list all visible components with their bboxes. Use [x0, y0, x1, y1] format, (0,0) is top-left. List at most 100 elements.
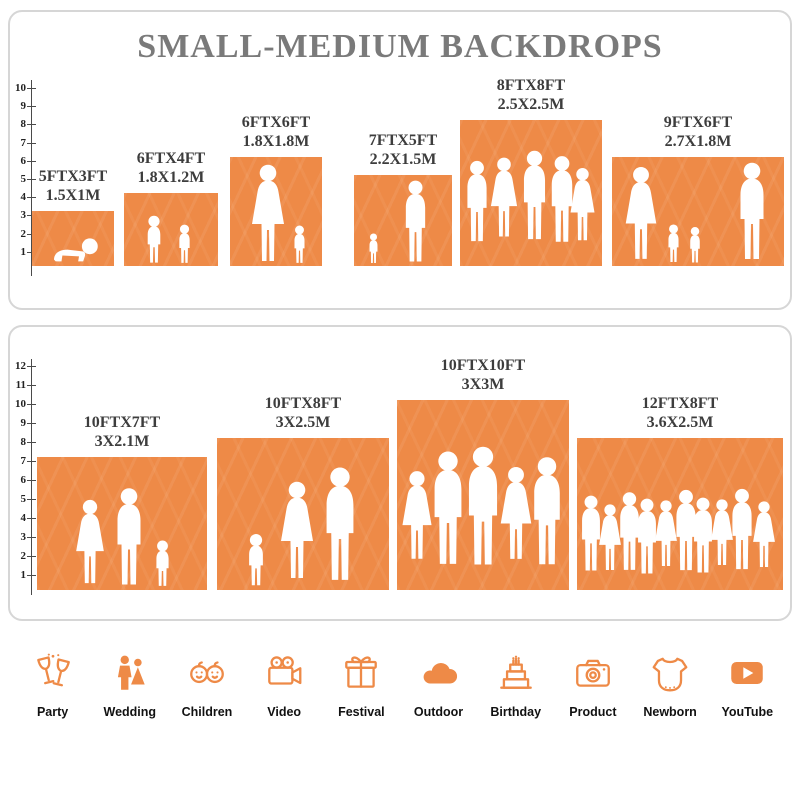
children-icon	[190, 661, 224, 684]
ruler-tick: 6	[11, 474, 36, 486]
tick-mark	[27, 160, 36, 162]
ruler-number: 6	[20, 474, 27, 486]
crawling-baby-silhouette	[54, 238, 98, 262]
backdrop-size-label: 5FTX3FT 1.5X1M	[39, 167, 107, 206]
backdrop-bar-12ftx8ft: 12FTX8FT 3.6X2.5M	[577, 395, 783, 590]
ruler-large-panel: 12 11 10 9 8 7 6 5 4 3 2 1	[10, 327, 40, 619]
ruler-tick: 7	[11, 455, 36, 467]
video-icon	[268, 656, 302, 685]
tick-mark	[27, 422, 36, 424]
outdoor-icon	[423, 663, 457, 684]
party-icon	[36, 653, 70, 687]
page-title: SMALL-MEDIUM BACKDROPS	[137, 28, 663, 65]
ruler-number: 2	[20, 228, 27, 240]
panel-large: 12 11 10 9 8 7 6 5 4 3 2 1 10FTX7FT 3X2.…	[8, 325, 792, 621]
tick-mark	[27, 105, 36, 107]
tick-mark	[27, 517, 36, 519]
tick-mark	[27, 479, 36, 481]
category-label: Festival	[338, 705, 385, 719]
backdrop-size-label: 6FTX4FT 1.8X1.2M	[137, 149, 205, 188]
category-label: Children	[181, 705, 233, 719]
size-meters: 3X2.5M	[275, 414, 331, 432]
ruler-tick: 12	[11, 360, 36, 372]
tick-mark	[27, 555, 36, 557]
size-feet: 9FTX6FT	[663, 113, 733, 131]
category-outdoor: Outdoor	[402, 652, 476, 719]
size-feet: 7FTX5FT	[368, 131, 438, 149]
backdrop-size-label: 10FTX8FT 3X2.5M	[265, 394, 341, 433]
size-feet: 12FTX8FT	[641, 394, 719, 412]
category-festival: Festival	[324, 652, 398, 719]
ruler-tick: 8	[11, 436, 36, 448]
ruler-tick: 10	[11, 398, 36, 410]
ruler-tick: 8	[11, 118, 36, 130]
tick-mark	[27, 574, 36, 576]
ruler-tick: 3	[11, 531, 36, 543]
tick-mark	[27, 498, 36, 500]
ruler-number: 11	[15, 379, 26, 391]
ruler-number: 2	[20, 550, 27, 562]
panel-small-medium: SMALL-MEDIUM BACKDROPS 10 9 8 7 6 5 4 3 …	[8, 10, 792, 310]
tick-mark	[27, 403, 36, 405]
category-party: Party	[16, 652, 90, 719]
youtube-icon	[731, 661, 764, 685]
category-label: Party	[36, 705, 69, 719]
group-of-five-silhouette	[402, 446, 560, 565]
ruler-number: 4	[20, 512, 27, 524]
large-crowd-silhouette	[582, 488, 775, 574]
backdrop-bar-10ftx7ft: 10FTX7FT 3X2.1M	[37, 414, 207, 590]
tick-mark	[27, 536, 36, 538]
ruler-tick: 4	[11, 191, 36, 203]
ruler-tick: 1	[11, 569, 36, 581]
tick-mark	[27, 123, 36, 125]
product-icon	[576, 659, 610, 687]
ruler-tick: 11	[11, 379, 36, 391]
newborn-icon	[652, 657, 688, 692]
size-meters: 2.2X1.5M	[369, 151, 437, 169]
tick-mark	[27, 214, 36, 216]
category-newborn: Newborn	[633, 652, 707, 719]
tick-mark	[27, 365, 36, 367]
tick-mark	[27, 233, 36, 235]
category-video: Video	[247, 652, 321, 719]
backdrop-size-label: 12FTX8FT 3.6X2.5M	[642, 394, 718, 433]
ruler-number: 7	[20, 137, 27, 149]
category-wedding: Wedding	[93, 652, 167, 719]
tick-mark	[27, 441, 36, 443]
ruler-number: 10	[15, 398, 26, 410]
toddler-and-adult-silhouette	[369, 180, 426, 264]
category-label: Newborn	[643, 705, 697, 719]
tick-mark	[27, 384, 36, 386]
ruler-line	[31, 359, 32, 595]
backdrop-bar-10ftx8ft: 10FTX8FT 3X2.5M	[217, 395, 389, 590]
tick-mark	[27, 251, 36, 253]
category-row: Party Wedding Children	[0, 652, 800, 719]
category-product: Product	[556, 652, 630, 719]
size-meters: 1.5X1M	[45, 187, 101, 205]
size-meters: 3X2.1M	[94, 433, 150, 451]
size-feet: 10FTX8FT	[264, 394, 342, 412]
size-feet: 6FTX6FT	[241, 113, 311, 131]
backdrop-size-label: 10FTX7FT 3X2.1M	[84, 413, 160, 452]
ruler-tick: 9	[11, 100, 36, 112]
tick-mark	[27, 460, 36, 462]
ruler-number: 5	[20, 173, 27, 185]
backdrop-bar-10ftx10ft: 10FTX10FT 3X3M	[397, 357, 569, 590]
category-label: YouTube	[721, 705, 774, 719]
tick-mark	[27, 87, 36, 89]
size-meters: 1.8X1.8M	[242, 133, 310, 151]
group-of-adults-silhouette	[467, 150, 595, 242]
ruler-tick: 2	[11, 228, 36, 240]
ruler-number: 3	[20, 531, 27, 543]
backdrop-size-label: 6FTX6FT 1.8X1.8M	[242, 113, 310, 152]
category-birthday: Birthday	[479, 652, 553, 719]
ruler-number: 8	[20, 436, 27, 448]
birthday-icon	[499, 655, 532, 689]
backdrop-bar-8ftx8ft: 8FTX8FT 2.5X2.5M	[460, 77, 602, 266]
backdrop-bar-7ftx5ft: 7FTX5FT 2.2X1.5M	[354, 132, 452, 266]
ruler-tick: 6	[11, 155, 36, 167]
ruler-number: 4	[20, 191, 27, 203]
backdrop-bar-6ftx4ft: 6FTX4FT 1.8X1.2M	[124, 150, 218, 266]
size-meters: 2.5X2.5M	[497, 96, 565, 114]
